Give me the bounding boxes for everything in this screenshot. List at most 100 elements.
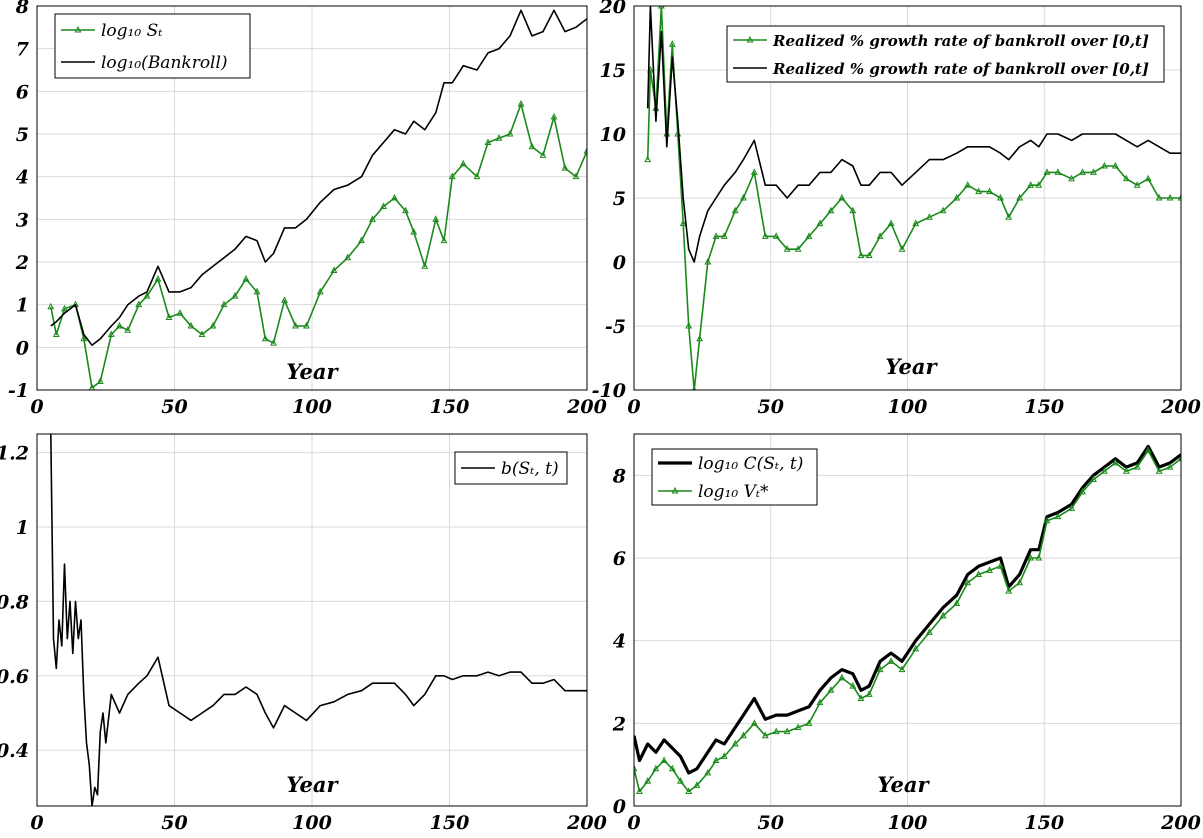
x-tick-label: 0	[627, 812, 640, 834]
y-tick-label: 1.2	[0, 443, 29, 465]
x-axis-label: Year	[286, 359, 339, 384]
y-tick-label: 2	[15, 252, 29, 274]
series-line-2	[646, 6, 1181, 263]
data-point	[857, 251, 865, 259]
data-point	[953, 193, 961, 201]
plot-area	[50, 434, 587, 806]
data-point	[783, 245, 791, 252]
data-point	[712, 756, 720, 764]
data-point	[116, 321, 123, 329]
series-line-1	[50, 103, 587, 389]
data-point	[380, 202, 387, 210]
data-point	[198, 330, 206, 338]
x-tick-label: 100	[292, 396, 332, 418]
data-point	[679, 219, 687, 227]
y-tick-label: 10	[600, 124, 626, 146]
legend-label: log₁₀ Sₜ	[101, 21, 163, 41]
data-point	[1016, 578, 1024, 586]
x-tick-label: 50	[758, 396, 784, 418]
data-point	[1005, 213, 1013, 220]
legend-marker	[671, 486, 679, 494]
data-point	[939, 206, 947, 214]
y-tick-label: 0	[613, 796, 626, 818]
data-point	[1043, 516, 1051, 524]
legend-box	[726, 25, 1165, 83]
y-tick-label: 0.8	[0, 591, 29, 613]
x-tick-label: 150	[1024, 396, 1064, 418]
data-point	[1133, 462, 1141, 470]
data-point	[898, 245, 906, 252]
data-point	[231, 292, 239, 299]
y-tick-label: 0	[16, 337, 29, 359]
data-point	[1005, 586, 1013, 594]
data-point	[925, 213, 933, 220]
data-point	[750, 168, 758, 175]
data-point	[986, 187, 993, 195]
x-tick-label: 0	[30, 812, 43, 834]
x-tick-label: 200	[566, 812, 607, 834]
data-point	[539, 151, 547, 158]
data-point	[1122, 174, 1130, 182]
data-point	[657, 6, 665, 9]
data-point	[816, 698, 824, 706]
data-point	[583, 146, 587, 154]
data-point	[484, 138, 492, 146]
data-point	[561, 164, 569, 171]
data-point	[261, 334, 269, 342]
data-point	[939, 611, 947, 619]
data-point	[997, 193, 1004, 201]
data-point	[634, 764, 638, 772]
data-point	[731, 206, 739, 214]
data-point	[1027, 553, 1035, 561]
x-tick-label: 50	[758, 812, 784, 834]
x-tick-label: 150	[1024, 812, 1064, 834]
legend-box	[651, 448, 818, 506]
data-point	[495, 134, 503, 141]
data-point	[1177, 193, 1181, 201]
x-tick-label: 100	[888, 812, 928, 834]
x-tick-label: 150	[430, 812, 470, 834]
chart-panel-2: 0 50 100 150 200 -10 -5 0 5 10 15 20 Year Realized % …	[592, 0, 1201, 418]
legend-label: Realized % growth rate of bankroll over …	[772, 32, 1149, 50]
data-point	[1111, 458, 1119, 466]
data-point	[176, 309, 184, 316]
data-point	[1122, 467, 1130, 474]
data-point	[432, 215, 440, 222]
legend-label: log₁₀ Vₜ*	[698, 482, 769, 502]
data-point	[1054, 168, 1062, 175]
data-point	[794, 245, 802, 252]
plot-frame	[633, 5, 1182, 391]
data-point	[421, 262, 429, 269]
data-point	[369, 215, 376, 222]
data-point	[1166, 193, 1174, 201]
y-tick-label: 4	[613, 631, 626, 653]
data-point	[292, 321, 299, 329]
x-tick-label: 50	[161, 396, 187, 418]
data-point	[816, 219, 824, 227]
data-point	[96, 377, 104, 384]
data-point	[528, 142, 536, 150]
data-point	[644, 155, 652, 163]
data-point	[80, 334, 88, 342]
data-point	[953, 599, 961, 606]
data-point	[887, 657, 895, 664]
data-point	[857, 694, 865, 702]
data-point	[47, 302, 55, 310]
y-tick-label: 20	[599, 0, 626, 18]
data-point	[636, 787, 643, 795]
data-point	[1035, 181, 1043, 188]
data-point	[124, 326, 132, 333]
legend-label: Realized % growth rate of bankroll over …	[772, 60, 1149, 78]
series-line-1	[50, 434, 587, 806]
data-point	[1111, 161, 1119, 169]
legend: log₁₀ Sₜ log₁₀(Bankroll)	[54, 13, 251, 79]
y-tick-label: 8	[612, 465, 626, 487]
data-point	[1043, 168, 1051, 175]
data-point	[107, 330, 115, 338]
data-point	[440, 236, 448, 244]
x-tick-label: 150	[430, 396, 470, 418]
data-point	[61, 304, 68, 312]
data-point	[1090, 475, 1097, 482]
y-tick-label: 1	[16, 517, 29, 539]
